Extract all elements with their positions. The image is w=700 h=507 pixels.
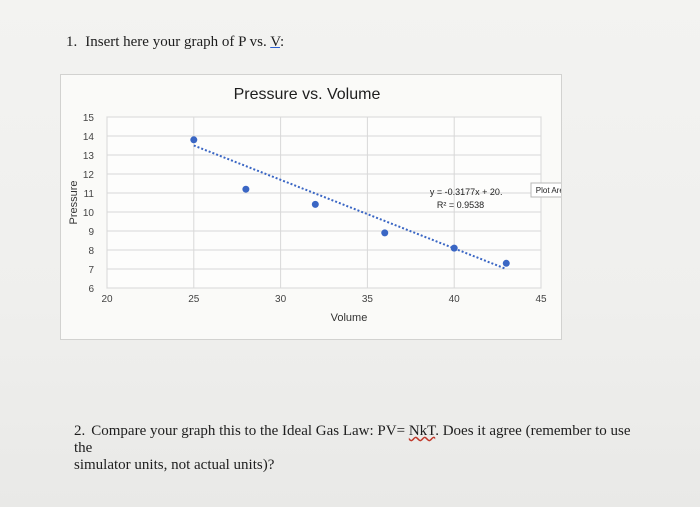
pressure-volume-chart[interactable]: 6 7 8 9 10 11 12 13 14 15 20 25 30 35 40 45 Pressure vs.…: [61, 75, 561, 339]
y-tick-label: 14: [83, 132, 95, 143]
y-tick-label: 15: [83, 113, 95, 124]
x-tick-label: 20: [101, 294, 113, 305]
question-2: 2. Compare your graph this to the Ideal G…: [74, 423, 634, 474]
plot-area: [106, 116, 542, 289]
y-tick-label: 11: [84, 189, 95, 200]
question-colon: :: [279, 34, 285, 50]
y-tick-label: 10: [83, 208, 95, 219]
trendline-equation: y = -0.3177x + 20.: [430, 187, 503, 197]
data-point: [502, 259, 510, 267]
question-text-line1b: . Does it agree (remember to use the: [74, 423, 631, 456]
x-tick-label: 45: [535, 294, 547, 305]
data-point: [190, 136, 198, 144]
y-tick-label: 7: [88, 265, 94, 276]
question-text: Insert here your graph of P vs.: [85, 34, 267, 50]
question-number: 2.: [74, 423, 86, 439]
y-axis-label: Pressure: [68, 180, 80, 224]
question-text-line2: simulator units, not actual units)?: [74, 457, 275, 473]
y-tick-label: 6: [88, 284, 94, 295]
question-number: 1.: [66, 34, 78, 50]
plot-area-tooltip-box: [530, 182, 561, 198]
chart-container[interactable]: 6 7 8 9 10 11 12 13 14 15 20 25 30 35 40 45 Pressure vs.…: [60, 74, 562, 340]
x-axis-label: Volume: [331, 312, 368, 324]
data-point: [381, 229, 389, 237]
x-tick-label: 25: [188, 294, 200, 305]
y-tick-label: 12: [83, 170, 95, 181]
x-tick-label: 35: [362, 294, 374, 305]
plot-area-tooltip: Plot Area: [536, 186, 561, 195]
variable-v: V: [270, 34, 280, 50]
data-point: [242, 185, 250, 193]
x-tick-label: 30: [275, 294, 287, 305]
x-tick-label: 40: [449, 294, 461, 305]
question-1: 1. Insert here your graph of P vs. V:: [66, 34, 284, 51]
data-point: [311, 200, 319, 208]
y-tick-label: 13: [83, 151, 95, 162]
y-tick-label: 9: [88, 227, 94, 238]
y-tick-label: 8: [88, 246, 94, 257]
question-text-line1a: Compare your graph this to the Ideal Gas…: [91, 423, 406, 439]
r-squared-label: R² = 0.9538: [437, 200, 484, 210]
data-point: [450, 244, 458, 252]
chart-title: Pressure vs. Volume: [234, 86, 381, 103]
nkt-term: NkT: [408, 423, 436, 439]
